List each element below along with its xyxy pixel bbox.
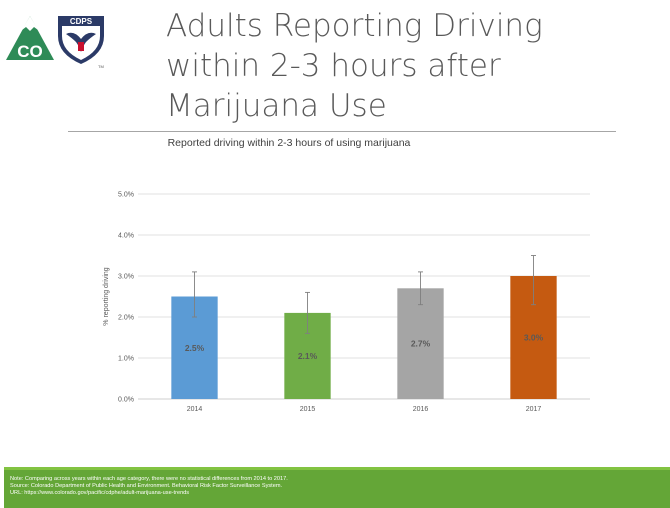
- footer-source: Source: Colorado Department of Public He…: [10, 483, 283, 490]
- data-label: 2.1%: [298, 351, 318, 361]
- footer-bar: Note: Comparing across years within each…: [4, 467, 670, 508]
- footer-url: URL: https://www.colorado.gov/pacific/cd…: [10, 490, 190, 497]
- y-tick-label: 3.0%: [118, 274, 134, 281]
- logo-agency-text: CDPS: [70, 17, 93, 26]
- y-tick-labels: 0.0% 1.0% 2.0% 3.0% 4.0% 5.0%: [118, 192, 134, 404]
- chart-title: Reported driving within 2-3 hours of usi…: [168, 137, 411, 149]
- y-tick-label: 4.0%: [118, 233, 134, 240]
- data-label: 3.0%: [524, 333, 544, 343]
- shield-icon: [58, 16, 104, 64]
- y-tick-label: 1.0%: [118, 356, 134, 363]
- x-tick-label: 2017: [526, 406, 542, 413]
- bar-chart: Reported driving within 2-3 hours of usi…: [103, 137, 590, 413]
- y-tick-label: 2.0%: [118, 315, 134, 322]
- y-axis-label: % reporting driving: [103, 267, 110, 325]
- data-label: 2.7%: [411, 339, 431, 349]
- x-tick-label: 2015: [300, 406, 316, 413]
- data-labels: 2.5% 2.1% 2.7% 3.0%: [185, 333, 544, 361]
- error-bars: [192, 255, 536, 334]
- snowcap-icon: [22, 16, 38, 31]
- title-divider: [68, 131, 616, 132]
- bar-2016: [397, 288, 444, 399]
- page-title: Adults Reporting Driving within 2-3 hour…: [166, 6, 646, 126]
- y-tick-label: 0.0%: [118, 397, 134, 404]
- x-tick-labels: 2014 2015 2016 2017: [187, 406, 542, 413]
- bars: [171, 276, 557, 399]
- x-tick-label: 2016: [413, 406, 429, 413]
- data-label: 2.5%: [185, 343, 205, 353]
- footer-note: Note: Comparing across years within each…: [10, 476, 288, 482]
- logo-tm-text: TM: [98, 64, 104, 69]
- y-tick-label: 5.0%: [118, 192, 134, 199]
- logo-co-text: CO: [17, 42, 43, 61]
- footer-accent: [4, 467, 670, 470]
- title-line: Marijuana Use: [166, 88, 387, 124]
- title-line: Adults Reporting Driving: [166, 8, 543, 44]
- colorado-cdps-logo: CO CDPS TM: [6, 16, 104, 69]
- x-tick-label: 2014: [187, 406, 203, 413]
- mountain-icon: [6, 16, 54, 60]
- title-line: within 2-3 hours after: [166, 48, 501, 84]
